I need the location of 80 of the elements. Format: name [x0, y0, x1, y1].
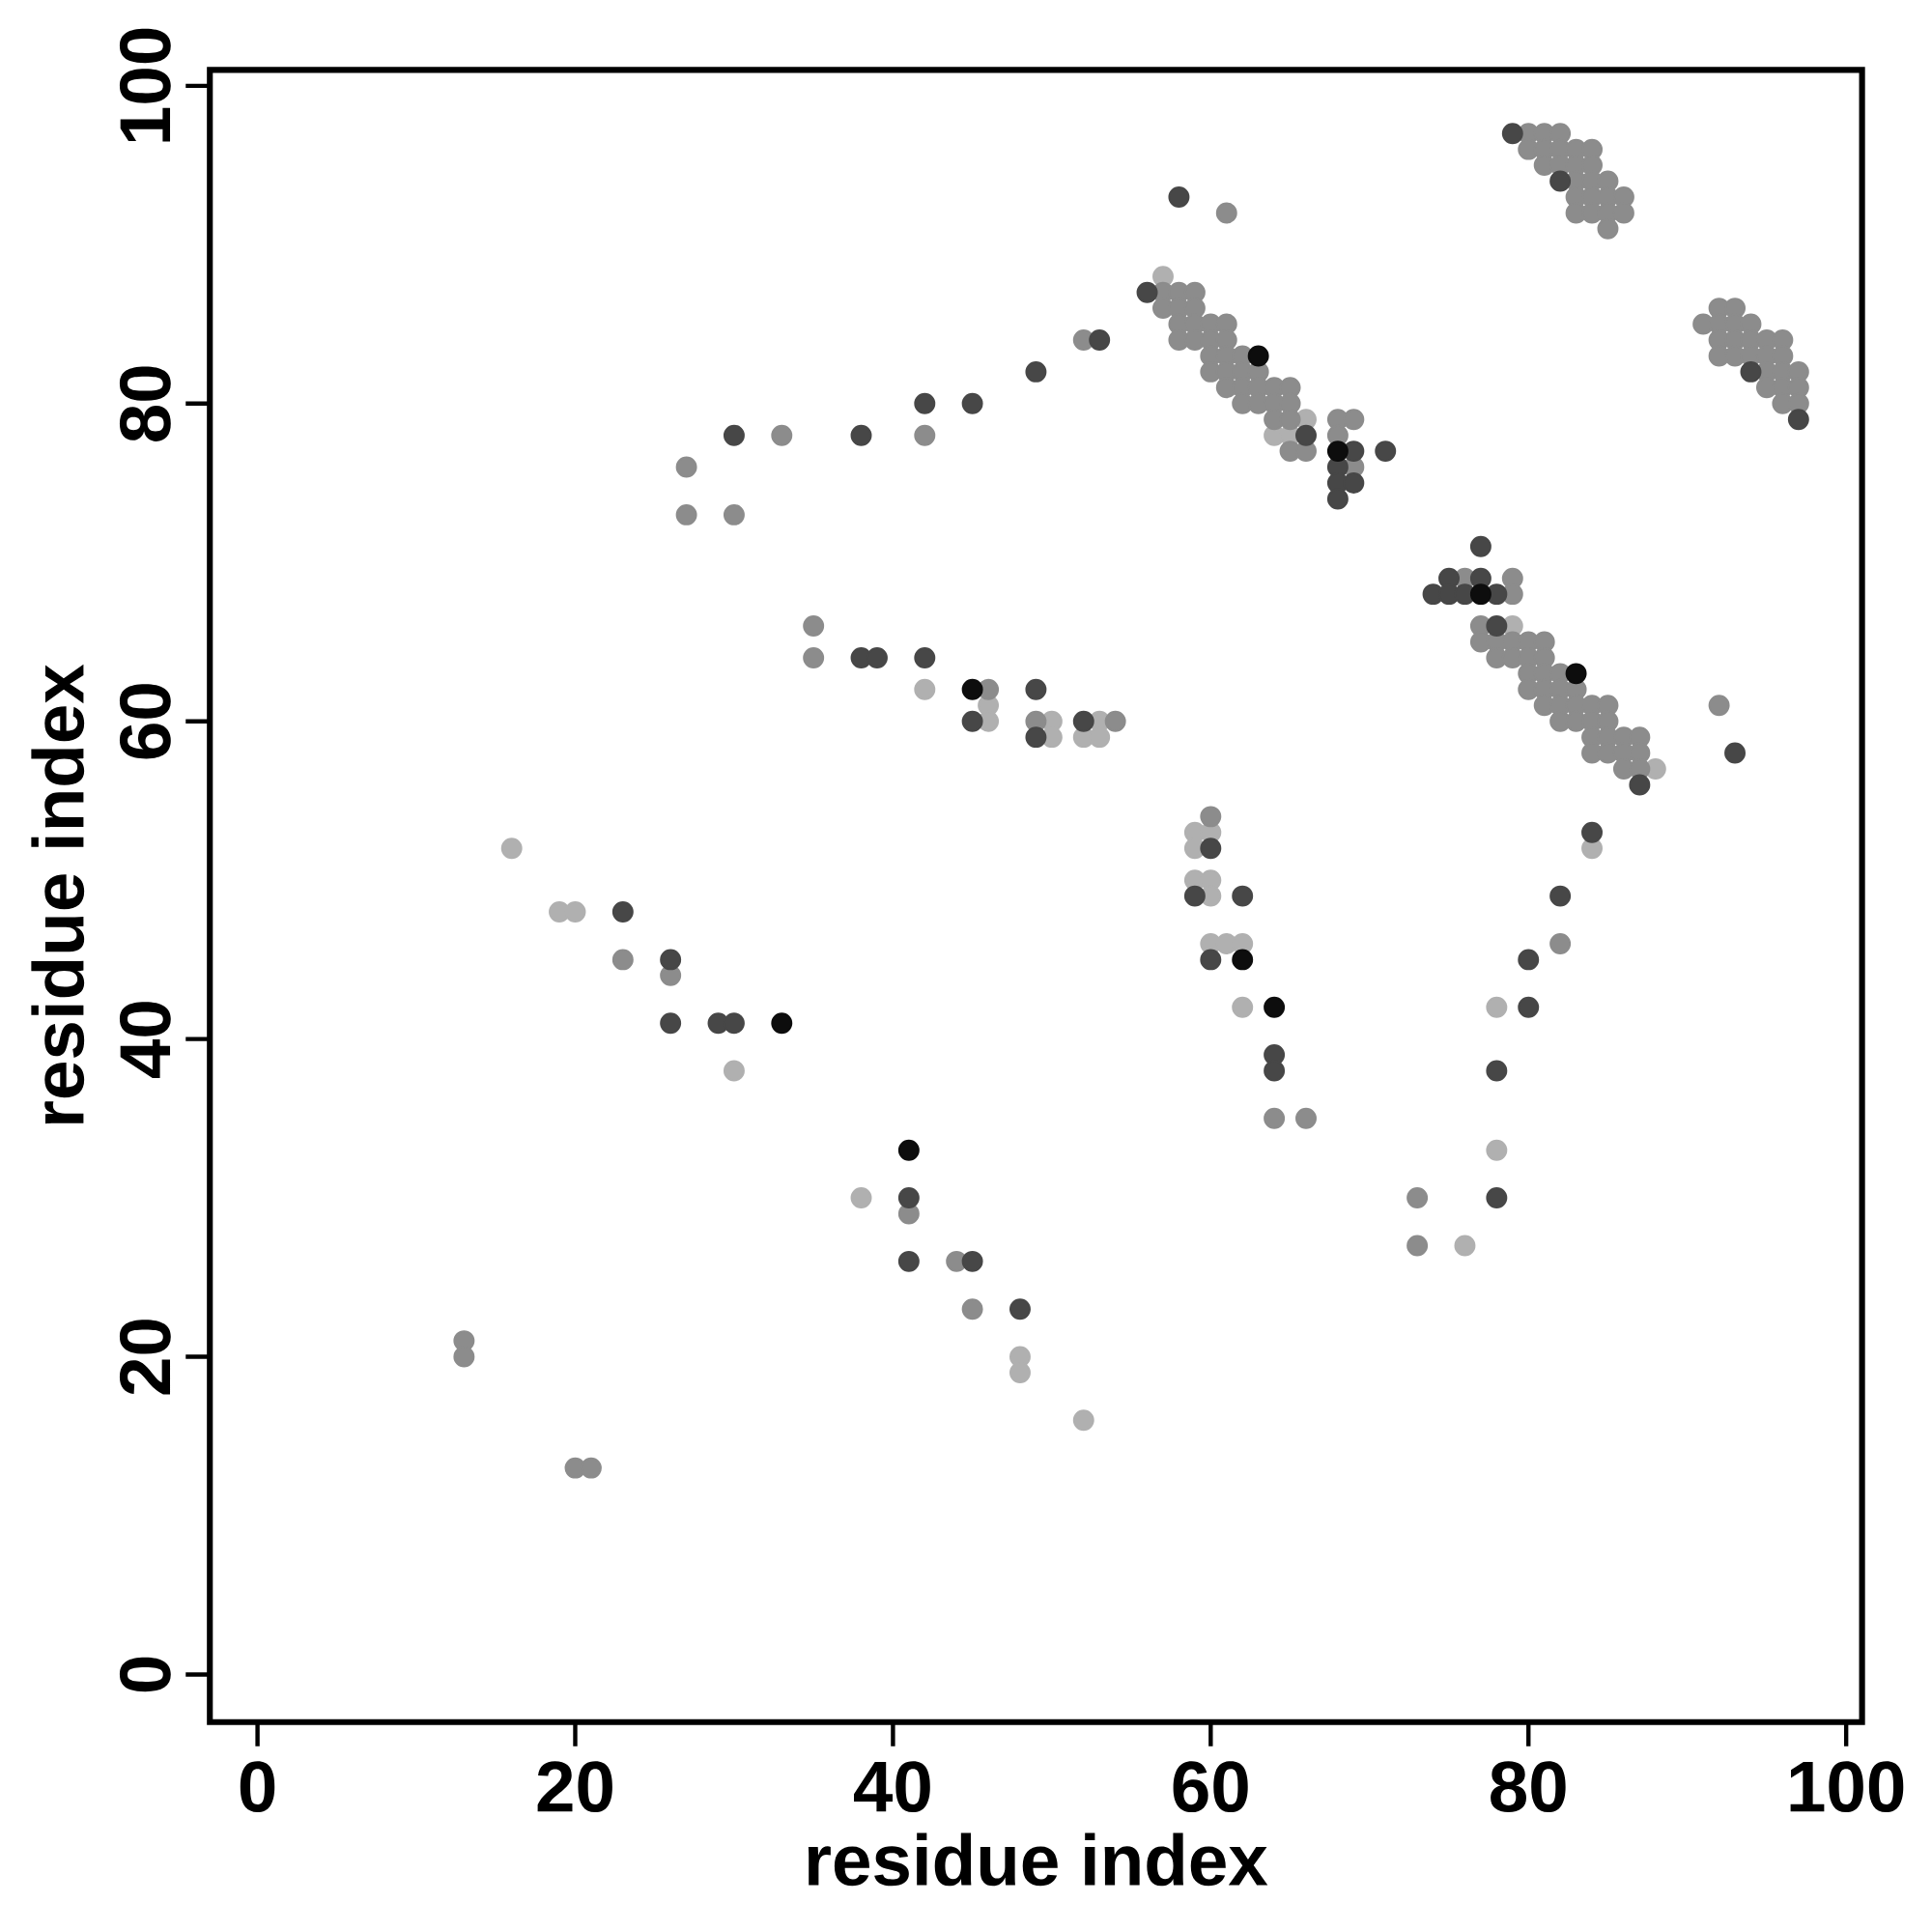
point — [914, 647, 936, 668]
point — [1136, 281, 1158, 303]
point — [1232, 885, 1254, 907]
point — [1581, 821, 1603, 843]
point — [897, 1139, 920, 1161]
point — [1518, 949, 1540, 971]
point — [867, 647, 888, 668]
point — [1009, 1298, 1031, 1320]
point — [1200, 949, 1222, 971]
point — [1486, 996, 1508, 1018]
x-tick-label: 100 — [1790, 1761, 1904, 1813]
point — [961, 1251, 983, 1272]
point — [914, 678, 936, 700]
point — [1025, 726, 1047, 749]
point — [1072, 1409, 1094, 1432]
point — [723, 1060, 745, 1082]
point — [1501, 123, 1523, 145]
point — [897, 1251, 920, 1272]
point — [1247, 345, 1269, 367]
y-tick-label: 60 — [119, 684, 171, 759]
point — [1724, 742, 1747, 764]
point — [611, 901, 634, 923]
point — [1264, 1060, 1286, 1082]
x-tick-label: 40 — [854, 1761, 930, 1813]
point — [1740, 361, 1762, 383]
point — [897, 1187, 920, 1209]
point — [1787, 409, 1809, 431]
point — [1072, 710, 1094, 732]
point — [1295, 424, 1317, 446]
y-tick-label: 20 — [119, 1320, 171, 1395]
point — [1454, 1235, 1476, 1257]
x-tick-label: 20 — [537, 1761, 612, 1813]
x-axis-title: residue index — [808, 1832, 1268, 1887]
point — [1486, 615, 1508, 638]
point — [1469, 535, 1492, 557]
x-tick-label: 0 — [240, 1761, 275, 1813]
point — [1232, 949, 1254, 971]
y-axis-title: residue index — [31, 664, 85, 1124]
point — [1168, 186, 1190, 209]
point — [1200, 838, 1222, 860]
point — [850, 1187, 872, 1209]
point — [1518, 996, 1540, 1018]
point — [961, 392, 983, 414]
point — [1549, 170, 1572, 192]
y-tick-label: 0 — [119, 1657, 171, 1692]
point — [1264, 996, 1286, 1018]
point — [723, 1012, 745, 1035]
point — [660, 1012, 682, 1035]
point — [1183, 885, 1206, 907]
point — [1025, 361, 1047, 383]
point — [1343, 472, 1365, 495]
point — [1375, 440, 1397, 463]
y-tick-label: 80 — [119, 366, 171, 442]
y-tick-label: 100 — [119, 28, 171, 142]
point — [1469, 583, 1492, 606]
point — [1089, 726, 1111, 749]
point — [914, 392, 936, 414]
point — [1549, 885, 1572, 907]
y-tick-label: 40 — [119, 1002, 171, 1079]
point — [1486, 1139, 1508, 1161]
point — [723, 424, 745, 446]
point — [771, 1012, 793, 1035]
point — [500, 838, 523, 860]
point — [564, 901, 586, 923]
x-tick-label: 80 — [1491, 1761, 1566, 1813]
point — [660, 949, 682, 971]
point — [1326, 488, 1349, 510]
point — [850, 424, 872, 446]
point — [1025, 678, 1047, 700]
point — [961, 710, 983, 732]
point — [1009, 1362, 1031, 1384]
point — [1629, 774, 1651, 796]
point — [1089, 329, 1111, 352]
point — [1486, 1060, 1508, 1082]
point — [1486, 1187, 1508, 1209]
point — [1565, 663, 1587, 685]
point — [1326, 440, 1349, 463]
point — [961, 678, 983, 700]
x-tick-label: 60 — [1173, 1761, 1248, 1813]
point — [1232, 996, 1254, 1018]
